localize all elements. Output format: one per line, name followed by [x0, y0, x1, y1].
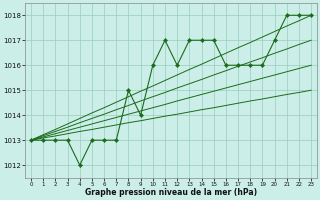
- X-axis label: Graphe pression niveau de la mer (hPa): Graphe pression niveau de la mer (hPa): [85, 188, 257, 197]
